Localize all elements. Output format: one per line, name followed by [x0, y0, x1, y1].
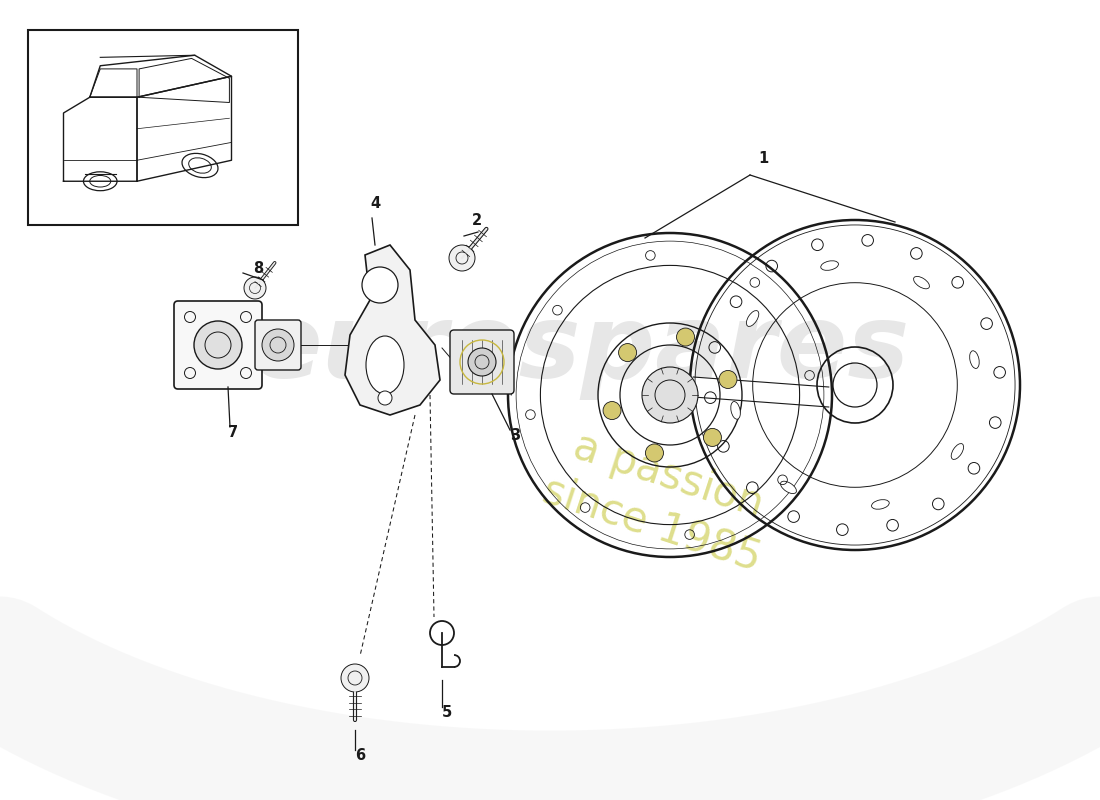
Circle shape	[618, 343, 637, 362]
Text: 4: 4	[370, 196, 381, 211]
Text: a passion
since 1985: a passion since 1985	[538, 420, 782, 580]
Text: 3: 3	[510, 428, 520, 443]
Ellipse shape	[366, 336, 404, 394]
Ellipse shape	[871, 500, 889, 510]
Circle shape	[362, 267, 398, 303]
Ellipse shape	[969, 350, 979, 369]
Text: 7: 7	[228, 425, 238, 440]
Circle shape	[468, 348, 496, 376]
Circle shape	[341, 664, 368, 692]
FancyBboxPatch shape	[450, 330, 514, 394]
Polygon shape	[345, 245, 440, 415]
Polygon shape	[345, 667, 364, 689]
Text: eurospares: eurospares	[251, 299, 910, 401]
Circle shape	[642, 367, 698, 423]
Circle shape	[676, 328, 694, 346]
Ellipse shape	[821, 261, 838, 270]
Text: 2: 2	[472, 213, 482, 228]
Circle shape	[449, 245, 475, 271]
Circle shape	[194, 321, 242, 369]
Circle shape	[719, 370, 737, 389]
FancyBboxPatch shape	[28, 30, 298, 225]
Text: 5: 5	[442, 705, 452, 720]
Circle shape	[262, 329, 294, 361]
Polygon shape	[452, 250, 472, 266]
Text: 1: 1	[758, 151, 768, 166]
Circle shape	[703, 429, 722, 446]
Ellipse shape	[914, 277, 929, 289]
Circle shape	[603, 402, 622, 419]
Circle shape	[378, 391, 392, 405]
Ellipse shape	[730, 402, 740, 419]
Circle shape	[646, 444, 663, 462]
FancyBboxPatch shape	[174, 301, 262, 389]
Ellipse shape	[747, 310, 759, 326]
FancyBboxPatch shape	[255, 320, 301, 370]
Ellipse shape	[781, 482, 796, 494]
Circle shape	[244, 277, 266, 299]
Ellipse shape	[952, 443, 964, 459]
Text: 6: 6	[355, 748, 365, 763]
Polygon shape	[246, 281, 264, 295]
Text: 8: 8	[253, 261, 263, 276]
